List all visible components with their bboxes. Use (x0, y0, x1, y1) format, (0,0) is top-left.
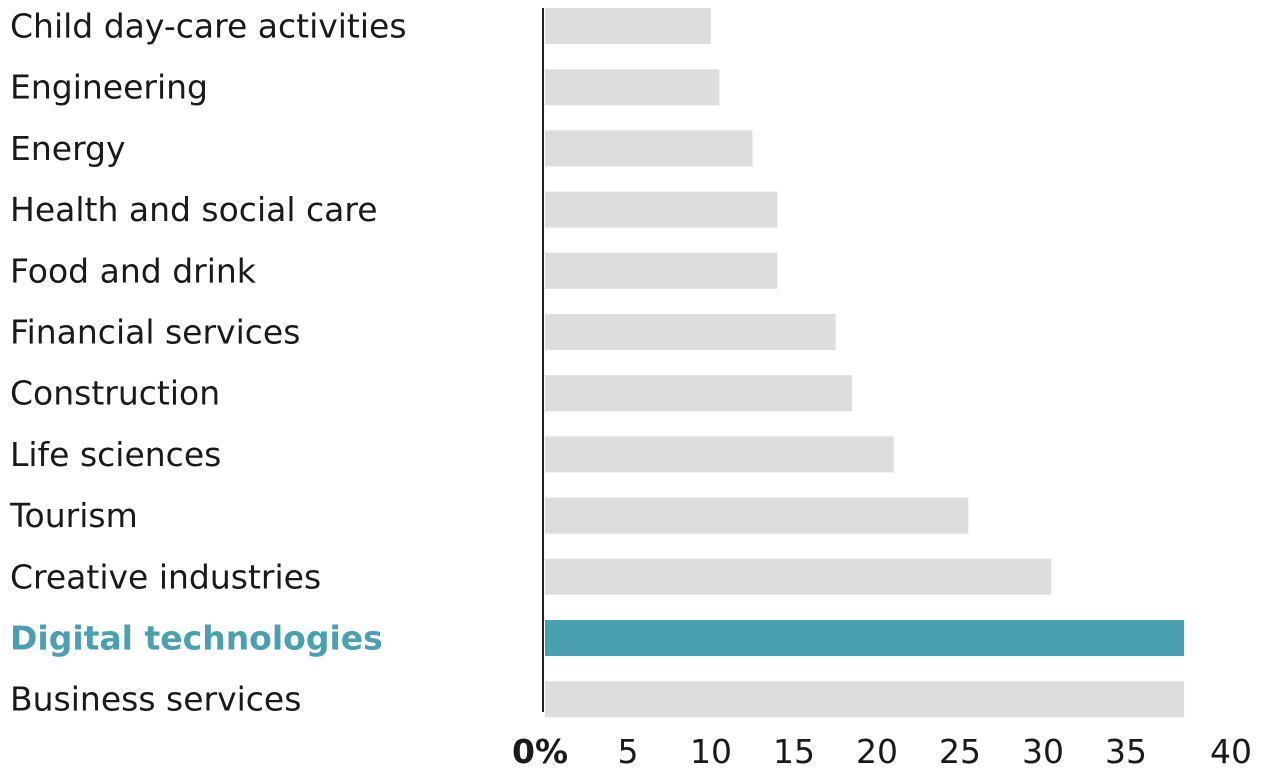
category-label-business-services: Business services (10, 680, 301, 719)
bar-energy (545, 130, 753, 167)
category-labels: Child day-care activities Engineering Ener… (9, 7, 407, 719)
x-tick-label-15: 15 (773, 732, 815, 771)
category-label-digital-technologies: Digital technologies (10, 619, 383, 658)
category-label-construction: Construction (10, 374, 220, 413)
bar-business-services (545, 681, 1185, 718)
x-tick-label-20: 20 (856, 732, 898, 771)
x-tick-label-10: 10 (690, 732, 732, 771)
bar-financial-services (545, 314, 836, 350)
category-label-tourism: Tourism (9, 496, 138, 535)
x-tick-label-25: 25 (939, 732, 981, 771)
bar-digital-technologies (545, 620, 1185, 656)
category-label-engineering: Engineering (10, 68, 208, 107)
x-axis-tick-labels: 0% 5 10 15 20 25 30 35 40 (512, 732, 1252, 771)
category-label-health-and-social-care: Health and social care (10, 190, 378, 229)
bars-group (545, 8, 1185, 718)
category-label-financial-services: Financial services (10, 313, 300, 352)
category-label-energy: Energy (10, 129, 126, 168)
bar-engineering (545, 69, 720, 106)
bar-construction (545, 375, 853, 412)
x-tick-label-0: 0% (512, 732, 568, 771)
x-tick-label-40: 40 (1210, 732, 1252, 771)
bar-creative-industries (545, 558, 1052, 595)
bar-health-and-social-care (545, 191, 778, 228)
x-tick-label-30: 30 (1022, 732, 1064, 771)
bar-child-day-care-activities (545, 8, 711, 44)
bar-life-sciences (545, 436, 894, 473)
x-tick-label-5: 5 (618, 732, 639, 771)
bar-food-and-drink (545, 252, 778, 289)
category-label-creative-industries: Creative industries (10, 557, 321, 596)
category-label-life-sciences: Life sciences (10, 435, 221, 474)
bar-tourism (545, 497, 969, 534)
category-label-food-and-drink: Food and drink (10, 251, 257, 290)
x-tick-label-35: 35 (1105, 732, 1147, 771)
category-label-child-day-care-activities: Child day-care activities (10, 7, 407, 46)
